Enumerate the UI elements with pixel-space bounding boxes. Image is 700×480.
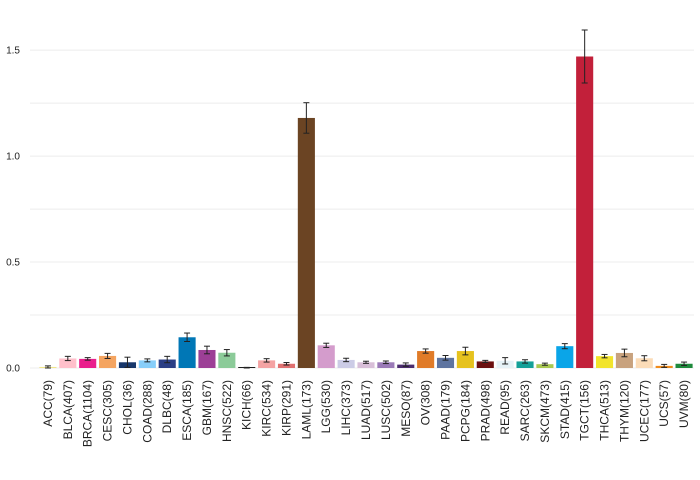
x-tick-label: ACC(79) [41, 380, 55, 427]
x-tick-label: MESO(87) [399, 380, 413, 437]
x-tick-label: TGCT(156) [578, 380, 592, 441]
bar-kirc [258, 360, 276, 368]
x-tick-label: THCA(513) [598, 380, 612, 441]
x-tick-label: ESCA(185) [180, 380, 194, 441]
bar-coad [138, 360, 156, 368]
x-tick-label: STAD(415) [558, 380, 572, 439]
bar-stad [556, 346, 574, 368]
bar-tgct [576, 56, 594, 368]
bar-brca [79, 358, 97, 368]
x-tick-label: CESC(305) [101, 380, 115, 441]
x-tick-label: LIHC(373) [339, 380, 353, 435]
y-tick-label: 1.0 [6, 152, 20, 163]
bar-laml [297, 117, 315, 368]
bar-prad [476, 361, 494, 368]
bar-hnsc [218, 352, 236, 368]
x-tick-label: KICH(66) [240, 380, 254, 430]
bar-ucec [635, 358, 653, 368]
x-tick-label: HNSC(522) [220, 380, 234, 442]
bar-lihc [337, 359, 355, 368]
x-tick-label: CHOL(36) [120, 380, 134, 435]
bar-thca [595, 356, 614, 368]
bar-luad [357, 362, 375, 368]
x-tick-label: READ(95) [498, 380, 512, 435]
y-tick-label: 0.5 [6, 258, 20, 269]
bar-dlbc [158, 359, 176, 368]
x-tick-label: PAAD(179) [439, 380, 453, 440]
x-tick-label: PRAD(498) [478, 380, 492, 441]
bar-skcm [536, 364, 554, 368]
bar-kirp [277, 363, 296, 368]
x-tick-label: LUSC(502) [379, 380, 393, 440]
bar-ov [417, 351, 435, 368]
y-tick-label: 0.0 [6, 364, 20, 375]
x-tick-label: SKCM(473) [538, 380, 552, 443]
x-tick-label: BRCA(1104) [81, 380, 95, 447]
bar-pcpg [456, 351, 474, 368]
x-tick-label: UCS(57) [657, 380, 671, 427]
x-tick-label: OV(308) [419, 380, 433, 425]
x-tick-label: SARC(263) [518, 380, 532, 441]
x-tick-label: GBM(167) [200, 380, 214, 435]
bar-thym [615, 352, 633, 368]
bar-paad [436, 357, 455, 368]
x-tick-label: KIRP(291) [279, 380, 293, 436]
x-tick-label: LAML(173) [299, 380, 313, 439]
bar-lgg [317, 345, 335, 368]
bar-sarc [516, 361, 534, 368]
x-tick-label: UCEC(177) [637, 380, 651, 442]
bar-lusc [377, 362, 395, 368]
x-tick-label: PCPG(184) [458, 380, 472, 442]
x-tick-label: KIRC(534) [260, 380, 274, 437]
x-tick-label: LUAD(517) [359, 380, 373, 440]
y-tick-label: 1.5 [6, 46, 20, 57]
bar-blca [59, 358, 77, 368]
x-tick-label: DLBC(48) [160, 380, 174, 433]
bar-gbm [198, 349, 216, 368]
x-tick-label: THYM(120) [617, 380, 631, 442]
x-tick-label: LGG(530) [319, 380, 333, 433]
x-tick-label: BLCA(407) [61, 380, 75, 439]
bar-cesc [99, 355, 117, 368]
x-tick-label: UVM(80) [677, 380, 691, 428]
x-tick-label: COAD(288) [140, 380, 154, 443]
bar-esca [178, 337, 196, 368]
